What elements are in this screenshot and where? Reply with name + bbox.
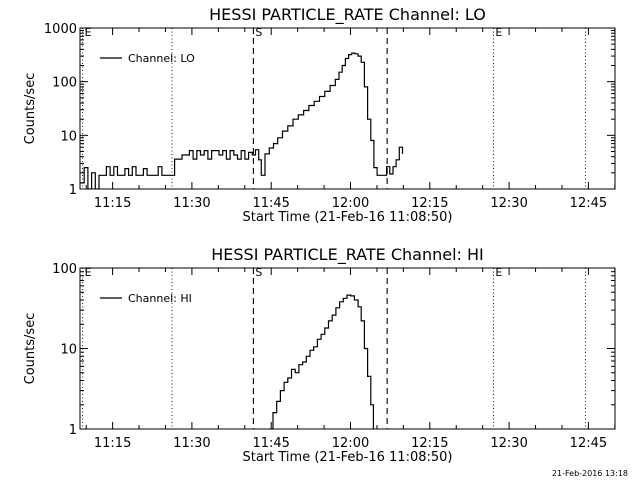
chart-title: HESSI PARTICLE_RATE Channel: LO bbox=[209, 5, 486, 25]
lo-channel-panel: HESSI PARTICLE_RATE Channel: LO E S E 11:15 1… bbox=[23, 5, 616, 225]
x-axis-label: Start Time (21-Feb-16 11:08:50) bbox=[243, 210, 453, 225]
marker-label-e: E bbox=[85, 26, 92, 39]
y-tick-label: 1 bbox=[69, 423, 77, 438]
x-tick-label: 11:45 bbox=[252, 436, 289, 451]
x-tick-label: 11:30 bbox=[173, 436, 210, 451]
hi-channel-panel: HESSI PARTICLE_RATE Channel: HI E S E 11:15 1… bbox=[23, 245, 616, 465]
marker-label-e: E bbox=[495, 26, 502, 39]
x-tick-label: 12:15 bbox=[411, 436, 448, 451]
marker-label-s: S bbox=[255, 26, 262, 39]
y-tick-label: 10 bbox=[60, 343, 77, 358]
y-axis-label: Counts/sec bbox=[23, 313, 38, 385]
marker-label-e: E bbox=[495, 266, 502, 279]
x-tick-label: 12:00 bbox=[332, 196, 369, 211]
footer-timestamp: 21-Feb-2016 13:18 bbox=[552, 469, 628, 478]
x-tick-label: 11:45 bbox=[252, 196, 289, 211]
x-tick-label: 12:30 bbox=[490, 196, 527, 211]
marker-label-s: S bbox=[255, 266, 262, 279]
x-tick-label: 12:45 bbox=[570, 196, 607, 211]
y-tick-label: 100 bbox=[52, 76, 77, 91]
y-tick-label: 1000 bbox=[44, 22, 77, 37]
x-tick-label: 11:15 bbox=[94, 436, 131, 451]
plot-frame bbox=[79, 27, 616, 190]
x-tick-label: 11:30 bbox=[173, 196, 210, 211]
y-tick-label: 10 bbox=[60, 129, 77, 144]
series-line-0 bbox=[269, 294, 374, 429]
legend-label: Channel: LO bbox=[128, 52, 195, 65]
x-tick-label: 12:30 bbox=[490, 436, 527, 451]
x-tick-label: 12:00 bbox=[332, 436, 369, 451]
y-tick-label: 100 bbox=[52, 262, 77, 277]
x-tick-label: 12:15 bbox=[411, 196, 448, 211]
chart-title: HESSI PARTICLE_RATE Channel: HI bbox=[211, 245, 484, 265]
marker-label-e: E bbox=[85, 266, 92, 279]
y-axis-label: Counts/sec bbox=[23, 73, 38, 145]
legend-label: Channel: HI bbox=[128, 292, 192, 305]
x-tick-label: 12:45 bbox=[570, 436, 607, 451]
x-tick-label: 11:15 bbox=[94, 196, 131, 211]
y-tick-label: 1 bbox=[69, 183, 77, 198]
series-line-0 bbox=[80, 52, 404, 189]
x-axis-label: Start Time (21-Feb-16 11:08:50) bbox=[243, 450, 453, 465]
